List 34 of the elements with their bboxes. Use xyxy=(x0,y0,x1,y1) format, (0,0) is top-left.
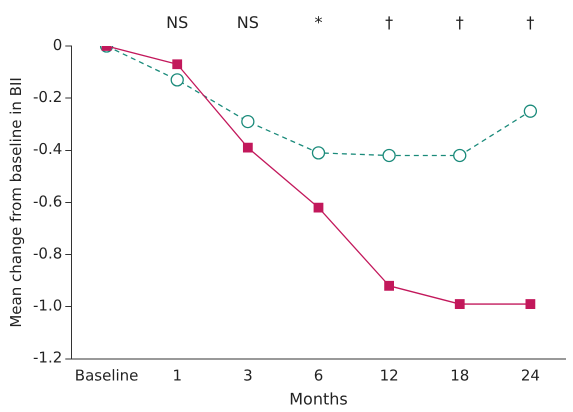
point xyxy=(241,114,254,128)
x-tick-label: 18 xyxy=(450,366,470,385)
y-tick-label: -0.6 xyxy=(32,192,62,210)
point xyxy=(524,104,538,118)
x-tick-label: 6 xyxy=(314,366,324,385)
x-tick-label: 24 xyxy=(520,366,540,385)
point xyxy=(525,299,536,309)
y-tick-label: -0.4 xyxy=(32,140,62,158)
y-tick-label: -1.0 xyxy=(32,296,62,315)
x-axis-title: Months xyxy=(289,390,348,409)
point xyxy=(172,59,182,70)
y-tick-label: -0.2 xyxy=(32,88,62,106)
y-tick-label: 0 xyxy=(52,36,62,54)
y-axis-title: Mean change from baseline in BII xyxy=(6,77,25,328)
x-tick-label: 12 xyxy=(380,366,399,385)
text: † xyxy=(456,13,464,32)
text: NS xyxy=(166,13,188,32)
text: NS xyxy=(236,13,259,32)
point xyxy=(454,299,465,309)
x-tick-label: Baseline xyxy=(74,366,138,385)
y-tick-label: -1.2 xyxy=(32,348,62,367)
text: † xyxy=(526,13,534,32)
point xyxy=(242,142,253,153)
point xyxy=(384,280,394,291)
text: † xyxy=(385,13,394,32)
point xyxy=(453,148,466,162)
x-tick-label: 1 xyxy=(172,366,182,385)
point xyxy=(382,148,396,162)
text: * xyxy=(314,13,322,32)
point xyxy=(170,73,184,87)
x-tick-label: 3 xyxy=(243,366,253,385)
y-tick-label: -0.8 xyxy=(32,244,62,262)
point xyxy=(312,146,326,160)
point xyxy=(314,202,324,213)
